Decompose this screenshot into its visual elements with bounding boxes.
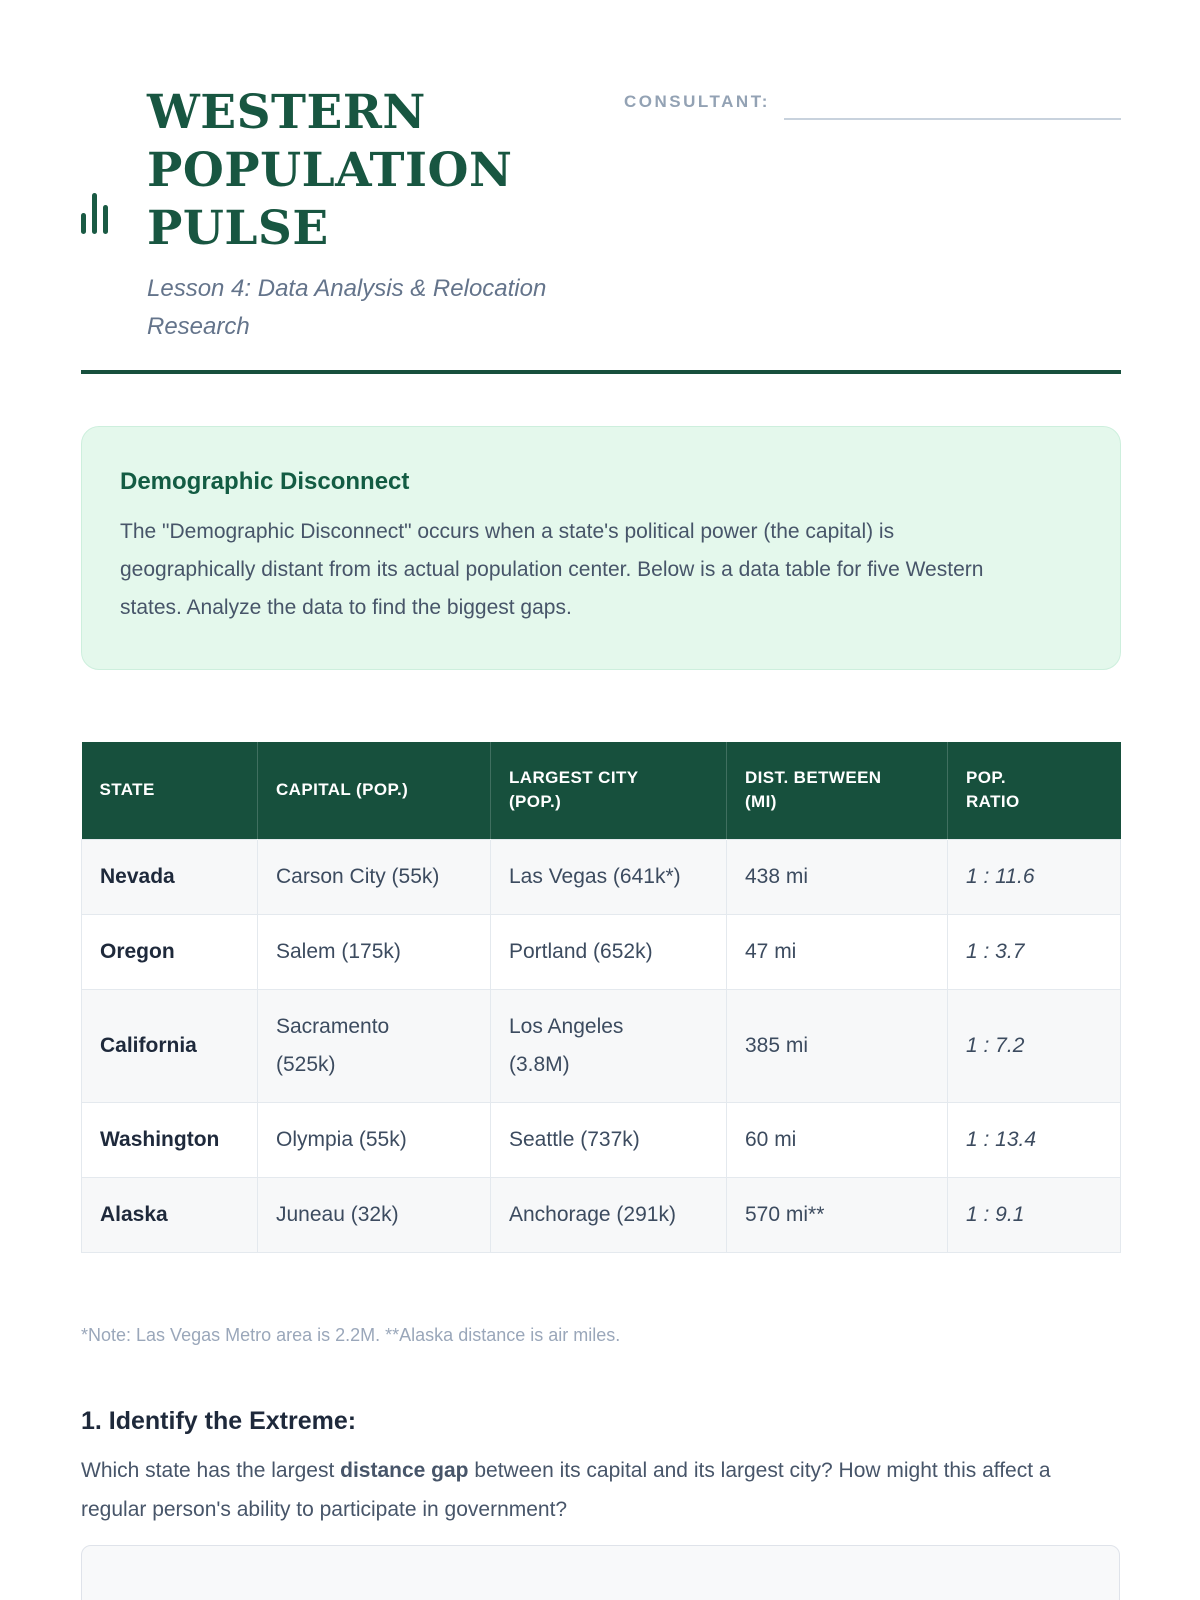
largest-city-cell: Las Vegas (641k*) [490, 838, 727, 915]
largest-city-cell: Anchorage (291k) [490, 1176, 727, 1253]
distance-cell: 438 mi [726, 838, 948, 915]
ratio-cell: 1 : 7.2 [947, 988, 1121, 1103]
state-cell: Oregon [81, 913, 258, 990]
states-data-table: STATE CAPITAL (POP.) LARGEST CITY (POP.)… [81, 742, 1121, 1253]
page-title: WESTERN POPULATION PULSE [147, 85, 513, 256]
bar-chart-icon [81, 192, 111, 234]
ratio-cell: 1 : 13.4 [947, 1101, 1121, 1178]
distance-cell: 60 mi [726, 1101, 948, 1178]
answer-box-q1[interactable] [81, 1544, 1120, 1600]
distance-cell: 47 mi [726, 913, 948, 990]
consultant-input-line[interactable] [783, 90, 1121, 120]
table-row-california: California Sacramento (525k) Los Angeles… [81, 988, 1121, 1103]
consultant-field: CONSULTANT: [624, 90, 1121, 120]
largest-city-cell: Seattle (737k) [490, 1101, 727, 1178]
capital-cell: Carson City (55k) [257, 838, 491, 915]
table-row-washington: Washington Olympia (55k) Seattle (737k) … [81, 1101, 1121, 1178]
question1-text-before: Which state has the largest [81, 1458, 341, 1482]
distance-cell: 570 mi** [726, 1176, 948, 1253]
col-header-state: STATE [81, 742, 258, 839]
col-header-largest-city: LARGEST CITY (POP.) [490, 742, 727, 839]
intro-heading: Demographic Disconnect [120, 468, 410, 495]
brand-text: WESTERN POPULATION PULSE Lesson 4: Data … [147, 84, 612, 346]
table-row-nevada: Nevada Carson City (55k) Las Vegas (641k… [81, 838, 1121, 915]
col-header-ratio: POP. RATIO [947, 742, 1121, 839]
header-divider [81, 370, 1121, 374]
consultant-label: CONSULTANT: [624, 92, 770, 111]
largest-city-cell: Los Angeles (3.8M) [490, 988, 727, 1103]
ratio-cell: 1 : 9.1 [947, 1176, 1121, 1253]
table-header-row: STATE CAPITAL (POP.) LARGEST CITY (POP.)… [81, 742, 1121, 839]
capital-cell: Salem (175k) [257, 913, 491, 990]
question1-text-bold: distance gap [340, 1458, 469, 1482]
page-subtitle: Lesson 4: Data Analysis & Relocation Res… [147, 275, 547, 340]
intro-body: The "Demographic Disconnect" occurs when… [120, 520, 984, 619]
col-header-distance: DIST. BETWEEN (MI) [726, 742, 948, 839]
question1-heading: 1. Identify the Extreme: [81, 1406, 357, 1435]
capital-cell: Olympia (55k) [257, 1101, 491, 1178]
table-footnote: *Note: Las Vegas Metro area is 2.2M. **A… [81, 1324, 621, 1345]
table-row-alaska: Alaska Juneau (32k) Anchorage (291k) 570… [81, 1176, 1121, 1253]
brand: WESTERN POPULATION PULSE Lesson 4: Data … [81, 84, 624, 346]
capital-cell: Sacramento (525k) [257, 988, 491, 1103]
intro-callout: Demographic Disconnect The "Demographic … [81, 426, 1121, 670]
state-cell: California [81, 988, 258, 1103]
state-cell: Alaska [81, 1176, 258, 1253]
ratio-cell: 1 : 3.7 [947, 913, 1121, 990]
largest-city-cell: Portland (652k) [490, 913, 727, 990]
question1-text-after: between its capital and its largest city… [81, 1458, 1051, 1521]
state-cell: Washington [81, 1101, 258, 1178]
capital-cell: Juneau (32k) [257, 1176, 491, 1253]
table-row-oregon: Oregon Salem (175k) Portland (652k) 47 m… [81, 913, 1121, 990]
distance-cell: 385 mi [726, 988, 948, 1103]
header: WESTERN POPULATION PULSE Lesson 4: Data … [81, 84, 1121, 346]
question1-text: Which state has the largest distance gap… [81, 1451, 1121, 1529]
ratio-cell: 1 : 11.6 [947, 838, 1121, 915]
state-cell: Nevada [81, 838, 258, 915]
col-header-capital: CAPITAL (POP.) [257, 742, 491, 839]
